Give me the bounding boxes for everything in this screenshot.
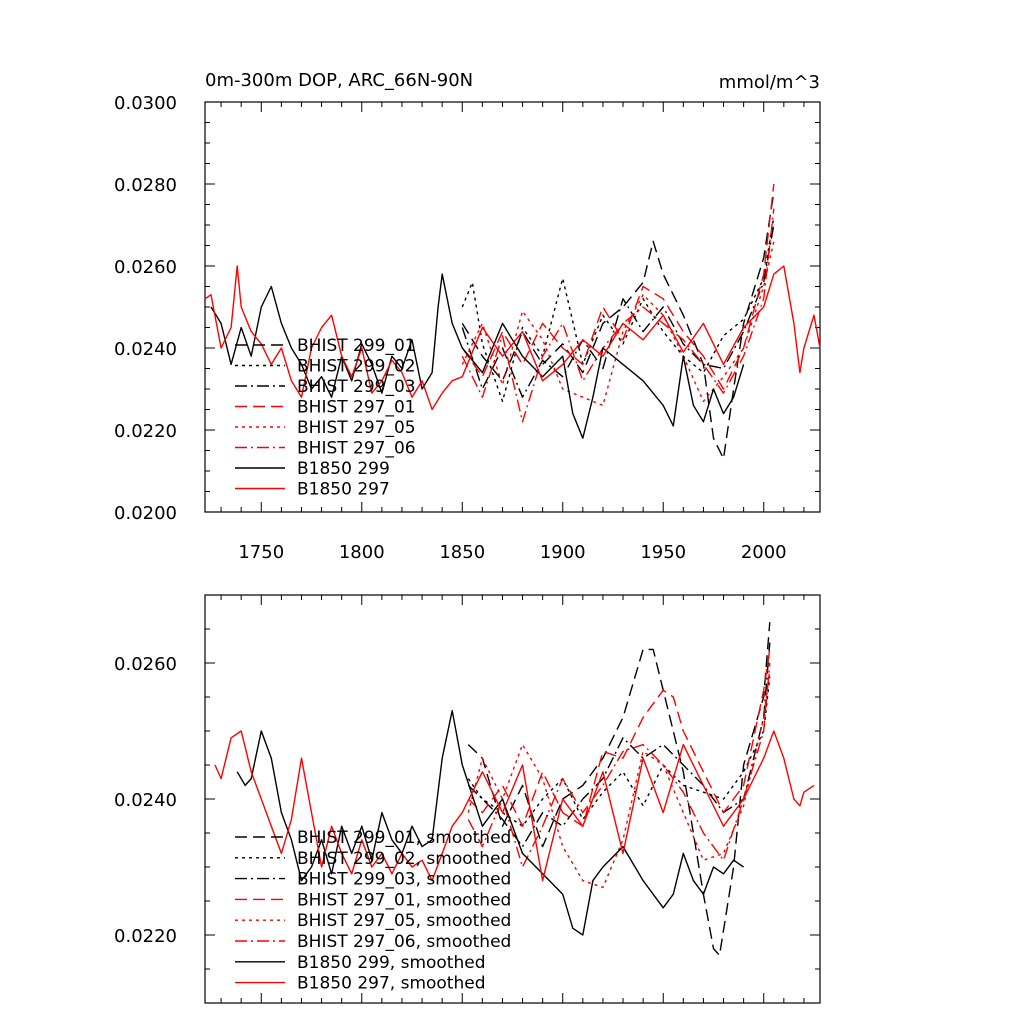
x-tick-label: 1900 — [540, 542, 586, 563]
y-tick-label: 0.0220 — [114, 421, 177, 442]
series-line — [467, 622, 771, 957]
legend-label: BHIST 299_01, smoothed — [297, 828, 511, 848]
x-tick-label: 1750 — [238, 542, 284, 563]
legend-label: BHIST 299_02 — [297, 357, 416, 377]
y-tick-label: 0.0260 — [114, 654, 177, 675]
series-line — [467, 649, 771, 827]
top-plot-ticks: 1750 1800 1850 1900 1950 2000 0.0200 0.0220 0.02… — [114, 93, 820, 563]
y-tick-label: 0.0200 — [114, 503, 177, 524]
series-line — [461, 183, 775, 390]
legend-label: BHIST 297_05 — [297, 418, 416, 438]
legend-label: BHIST 297_01, smoothed — [297, 890, 511, 910]
legend-label: BHIST 297_06 — [297, 439, 416, 459]
series-line — [461, 208, 775, 423]
series-line — [461, 216, 775, 402]
bottom-plot-series — [214, 622, 815, 957]
y-tick-label: 0.0260 — [114, 257, 177, 278]
bottom-plot-ticks: 0.0220 0.0240 0.0260 — [114, 594, 820, 1004]
series-line — [236, 709, 744, 936]
series-line — [467, 662, 771, 868]
series-line — [461, 241, 775, 407]
legend-label: BHIST 297_01 — [297, 398, 416, 418]
series-line — [467, 669, 771, 889]
series-line — [210, 273, 745, 439]
series-line — [461, 224, 775, 398]
legend-label: B1850 297, smoothed — [297, 974, 486, 994]
legend-label: B1850 299 — [297, 459, 390, 479]
y-tick-label: 0.0300 — [114, 93, 177, 114]
legend-label: BHIST 297_05, smoothed — [297, 911, 511, 931]
x-tick-label: 1800 — [339, 542, 385, 563]
y-tick-label: 0.0280 — [114, 175, 177, 196]
bottom-plot: 0.0220 0.0240 0.0260 BHIST 299_01, smoothe… — [114, 594, 821, 1004]
legend-label: BHIST 299_03 — [297, 377, 416, 397]
x-tick-label: 1950 — [640, 542, 686, 563]
x-tick-label: 1850 — [439, 542, 485, 563]
y-tick-label: 0.0220 — [114, 926, 177, 947]
legend-label: BHIST 299_03, smoothed — [297, 870, 511, 890]
legend-label: BHIST 297_06, smoothed — [297, 932, 511, 952]
top-plot-series — [204, 183, 821, 460]
y-tick-label: 0.0240 — [114, 790, 177, 811]
top-plot-units: mmol/m^3 — [719, 72, 820, 93]
x-tick-label: 2000 — [741, 542, 787, 563]
series-line — [467, 642, 771, 848]
legend-label: B1850 297 — [297, 480, 390, 500]
series-line — [461, 192, 775, 460]
series-line — [467, 676, 771, 827]
series-line — [204, 265, 821, 411]
series-line — [214, 730, 815, 882]
top-plot-title: 0m-300m DOP, ARC_66N-90N — [205, 70, 473, 91]
legend-label: BHIST 299_01 — [297, 336, 416, 356]
legend-label: BHIST 299_02, smoothed — [297, 849, 511, 869]
legend-label: B1850 299, smoothed — [297, 953, 486, 973]
top-plot: 0m-300m DOP, ARC_66N-90N mmol/m^3 1750 18… — [114, 70, 821, 563]
y-tick-label: 0.0240 — [114, 339, 177, 360]
